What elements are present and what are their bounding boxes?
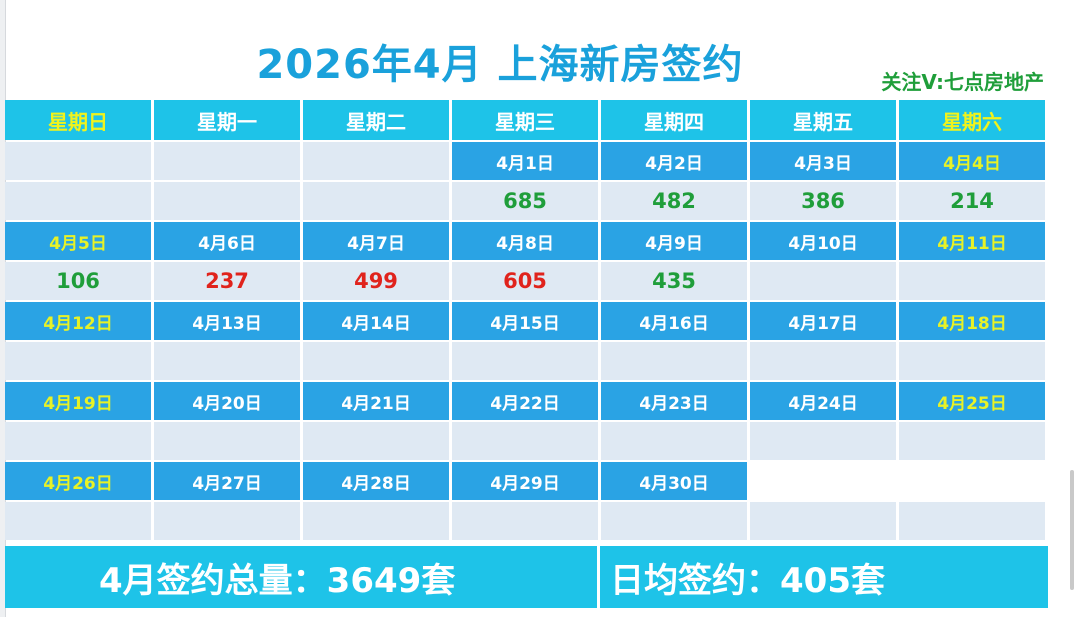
date-cell: 4月22日 xyxy=(452,382,598,420)
weekday-header: 星期五 xyxy=(750,100,896,140)
weekday-header: 星期日 xyxy=(5,100,151,140)
daily-average: 日均签约：405套 xyxy=(600,546,1048,608)
date-cell: 4月7日 xyxy=(303,222,449,260)
weekday-header: 星期二 xyxy=(303,100,449,140)
summary-bar: 4月签约总量：3649套 日均签约：405套 xyxy=(5,546,1048,608)
date-cell: 4月11日 xyxy=(899,222,1045,260)
sales-value-cell xyxy=(452,502,598,540)
date-cell: 4月26日 xyxy=(5,462,151,500)
calendar-grid: 星期日 星期一 星期二 星期三 星期四 星期五 星期六 4月1日 4月2日 4月3日 4月4日 685… xyxy=(5,100,1045,620)
sales-value-cell xyxy=(899,262,1045,300)
empty-date-cell xyxy=(303,142,449,180)
sales-value-cell xyxy=(750,422,896,460)
sales-value-cell xyxy=(154,422,300,460)
monthly-total: 4月签约总量：3649套 xyxy=(5,546,597,608)
empty-date-cell xyxy=(750,462,896,500)
date-cell: 4月17日 xyxy=(750,302,896,340)
sales-value-cell xyxy=(303,182,449,220)
sales-value-cell xyxy=(154,502,300,540)
date-cell: 4月6日 xyxy=(154,222,300,260)
sales-value-cell xyxy=(452,422,598,460)
sales-value-cell: 214 xyxy=(899,182,1045,220)
sales-value-cell xyxy=(899,342,1045,380)
sales-value-cell: 237 xyxy=(154,262,300,300)
sales-value-cell xyxy=(5,502,151,540)
sales-value-cell: 605 xyxy=(452,262,598,300)
weekday-header: 星期一 xyxy=(154,100,300,140)
sales-value-cell xyxy=(601,422,747,460)
date-cell: 4月19日 xyxy=(5,382,151,420)
date-cell: 4月29日 xyxy=(452,462,598,500)
sales-value-cell xyxy=(154,182,300,220)
date-cell: 4月8日 xyxy=(452,222,598,260)
date-cell: 4月10日 xyxy=(750,222,896,260)
date-cell: 4月27日 xyxy=(154,462,300,500)
sales-value-cell xyxy=(899,422,1045,460)
sales-value-cell xyxy=(750,262,896,300)
date-cell: 4月1日 xyxy=(452,142,598,180)
weekday-header: 星期三 xyxy=(452,100,598,140)
date-cell: 4月13日 xyxy=(154,302,300,340)
empty-date-cell xyxy=(154,142,300,180)
date-cell: 4月12日 xyxy=(5,302,151,340)
weekday-header: 星期六 xyxy=(899,100,1045,140)
sales-value-cell xyxy=(154,342,300,380)
sales-value-cell xyxy=(5,422,151,460)
vertical-scrollbar-thumb[interactable] xyxy=(1070,470,1074,590)
date-cell: 4月23日 xyxy=(601,382,747,420)
date-cell: 4月24日 xyxy=(750,382,896,420)
date-cell: 4月25日 xyxy=(899,382,1045,420)
date-cell: 4月4日 xyxy=(899,142,1045,180)
sales-value-cell xyxy=(303,422,449,460)
date-cell: 4月21日 xyxy=(303,382,449,420)
sales-value-cell: 482 xyxy=(601,182,747,220)
empty-date-cell xyxy=(5,142,151,180)
date-cell: 4月15日 xyxy=(452,302,598,340)
sales-value-cell xyxy=(5,182,151,220)
sales-value-cell xyxy=(601,342,747,380)
sales-value-cell: 685 xyxy=(452,182,598,220)
sales-value-cell: 435 xyxy=(601,262,747,300)
page-title: 2026年4月 上海新房签约 xyxy=(256,42,744,88)
date-cell: 4月5日 xyxy=(5,222,151,260)
date-cell: 4月30日 xyxy=(601,462,747,500)
date-cell: 4月16日 xyxy=(601,302,747,340)
sales-value-cell xyxy=(899,502,1045,540)
sales-value-cell: 386 xyxy=(750,182,896,220)
date-cell: 4月18日 xyxy=(899,302,1045,340)
sales-value-cell xyxy=(5,342,151,380)
sales-value-cell: 106 xyxy=(5,262,151,300)
sales-value-cell xyxy=(303,342,449,380)
sales-value-cell xyxy=(452,342,598,380)
sales-value-cell xyxy=(303,502,449,540)
sheet-left-edge xyxy=(0,0,5,617)
date-cell: 4月28日 xyxy=(303,462,449,500)
date-cell: 4月3日 xyxy=(750,142,896,180)
sales-value-cell xyxy=(750,502,896,540)
empty-date-cell xyxy=(899,462,1045,500)
sales-value-cell xyxy=(750,342,896,380)
weekday-header: 星期四 xyxy=(601,100,747,140)
date-cell: 4月14日 xyxy=(303,302,449,340)
date-cell: 4月20日 xyxy=(154,382,300,420)
date-cell: 4月9日 xyxy=(601,222,747,260)
date-cell: 4月2日 xyxy=(601,142,747,180)
sales-value-cell: 499 xyxy=(303,262,449,300)
follow-note: 关注V:七点房地产 xyxy=(881,70,1044,94)
sales-value-cell xyxy=(601,502,747,540)
